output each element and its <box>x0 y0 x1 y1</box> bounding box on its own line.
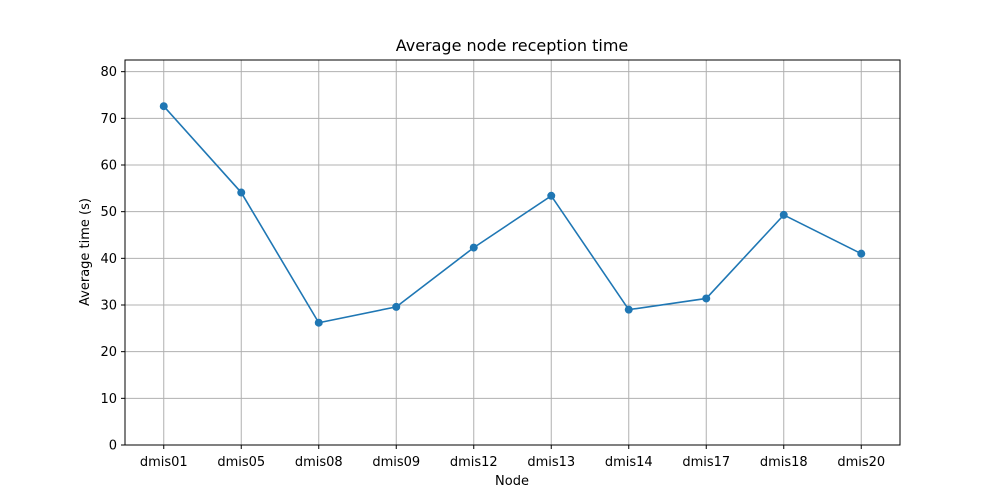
data-point <box>547 191 556 200</box>
y-axis-label: Average time (s) <box>78 198 93 306</box>
y-tick-label: 0 <box>109 439 117 454</box>
x-tick-label: dmis13 <box>527 455 575 470</box>
x-tick-label: dmis05 <box>217 455 265 470</box>
series-line <box>163 105 862 324</box>
y-tick-label: 60 <box>100 159 117 174</box>
y-tick-label: 50 <box>100 205 117 220</box>
data-point <box>469 243 478 252</box>
data-point <box>392 302 401 311</box>
x-tick-label: dmis18 <box>760 455 808 470</box>
data-point <box>702 294 711 303</box>
x-tick-label: dmis01 <box>140 455 188 470</box>
y-tick-label: 30 <box>100 299 117 314</box>
y-axis: 0 10 20 30 40 50 60 70 80 <box>100 65 125 454</box>
grid-lines <box>125 60 900 446</box>
data-point <box>624 305 633 314</box>
x-tick-label: dmis17 <box>682 455 730 470</box>
x-tick-label: dmis12 <box>450 455 498 470</box>
y-tick-label: 20 <box>100 345 117 360</box>
data-point <box>779 210 788 219</box>
x-axis-label: Node <box>495 474 529 489</box>
data-point <box>314 318 323 327</box>
plot-frame <box>124 59 901 446</box>
y-tick-label: 70 <box>100 112 117 127</box>
data-point <box>159 102 168 111</box>
x-tick-label: dmis08 <box>295 455 343 470</box>
x-tick-label: dmis14 <box>605 455 653 470</box>
y-tick-label: 80 <box>100 65 117 80</box>
x-tick-label: dmis09 <box>372 455 420 470</box>
x-axis: dmis01 dmis05 dmis08 dmis09 dmis12 dmis13 dmis… <box>140 445 885 470</box>
x-tick-label: dmis20 <box>837 455 885 470</box>
y-tick-label: 40 <box>100 252 117 267</box>
chart-title: Average node reception time <box>396 36 629 55</box>
y-tick-label: 10 <box>100 392 117 407</box>
data-point <box>857 249 866 258</box>
data-point <box>237 188 246 197</box>
series-layer <box>159 102 866 327</box>
